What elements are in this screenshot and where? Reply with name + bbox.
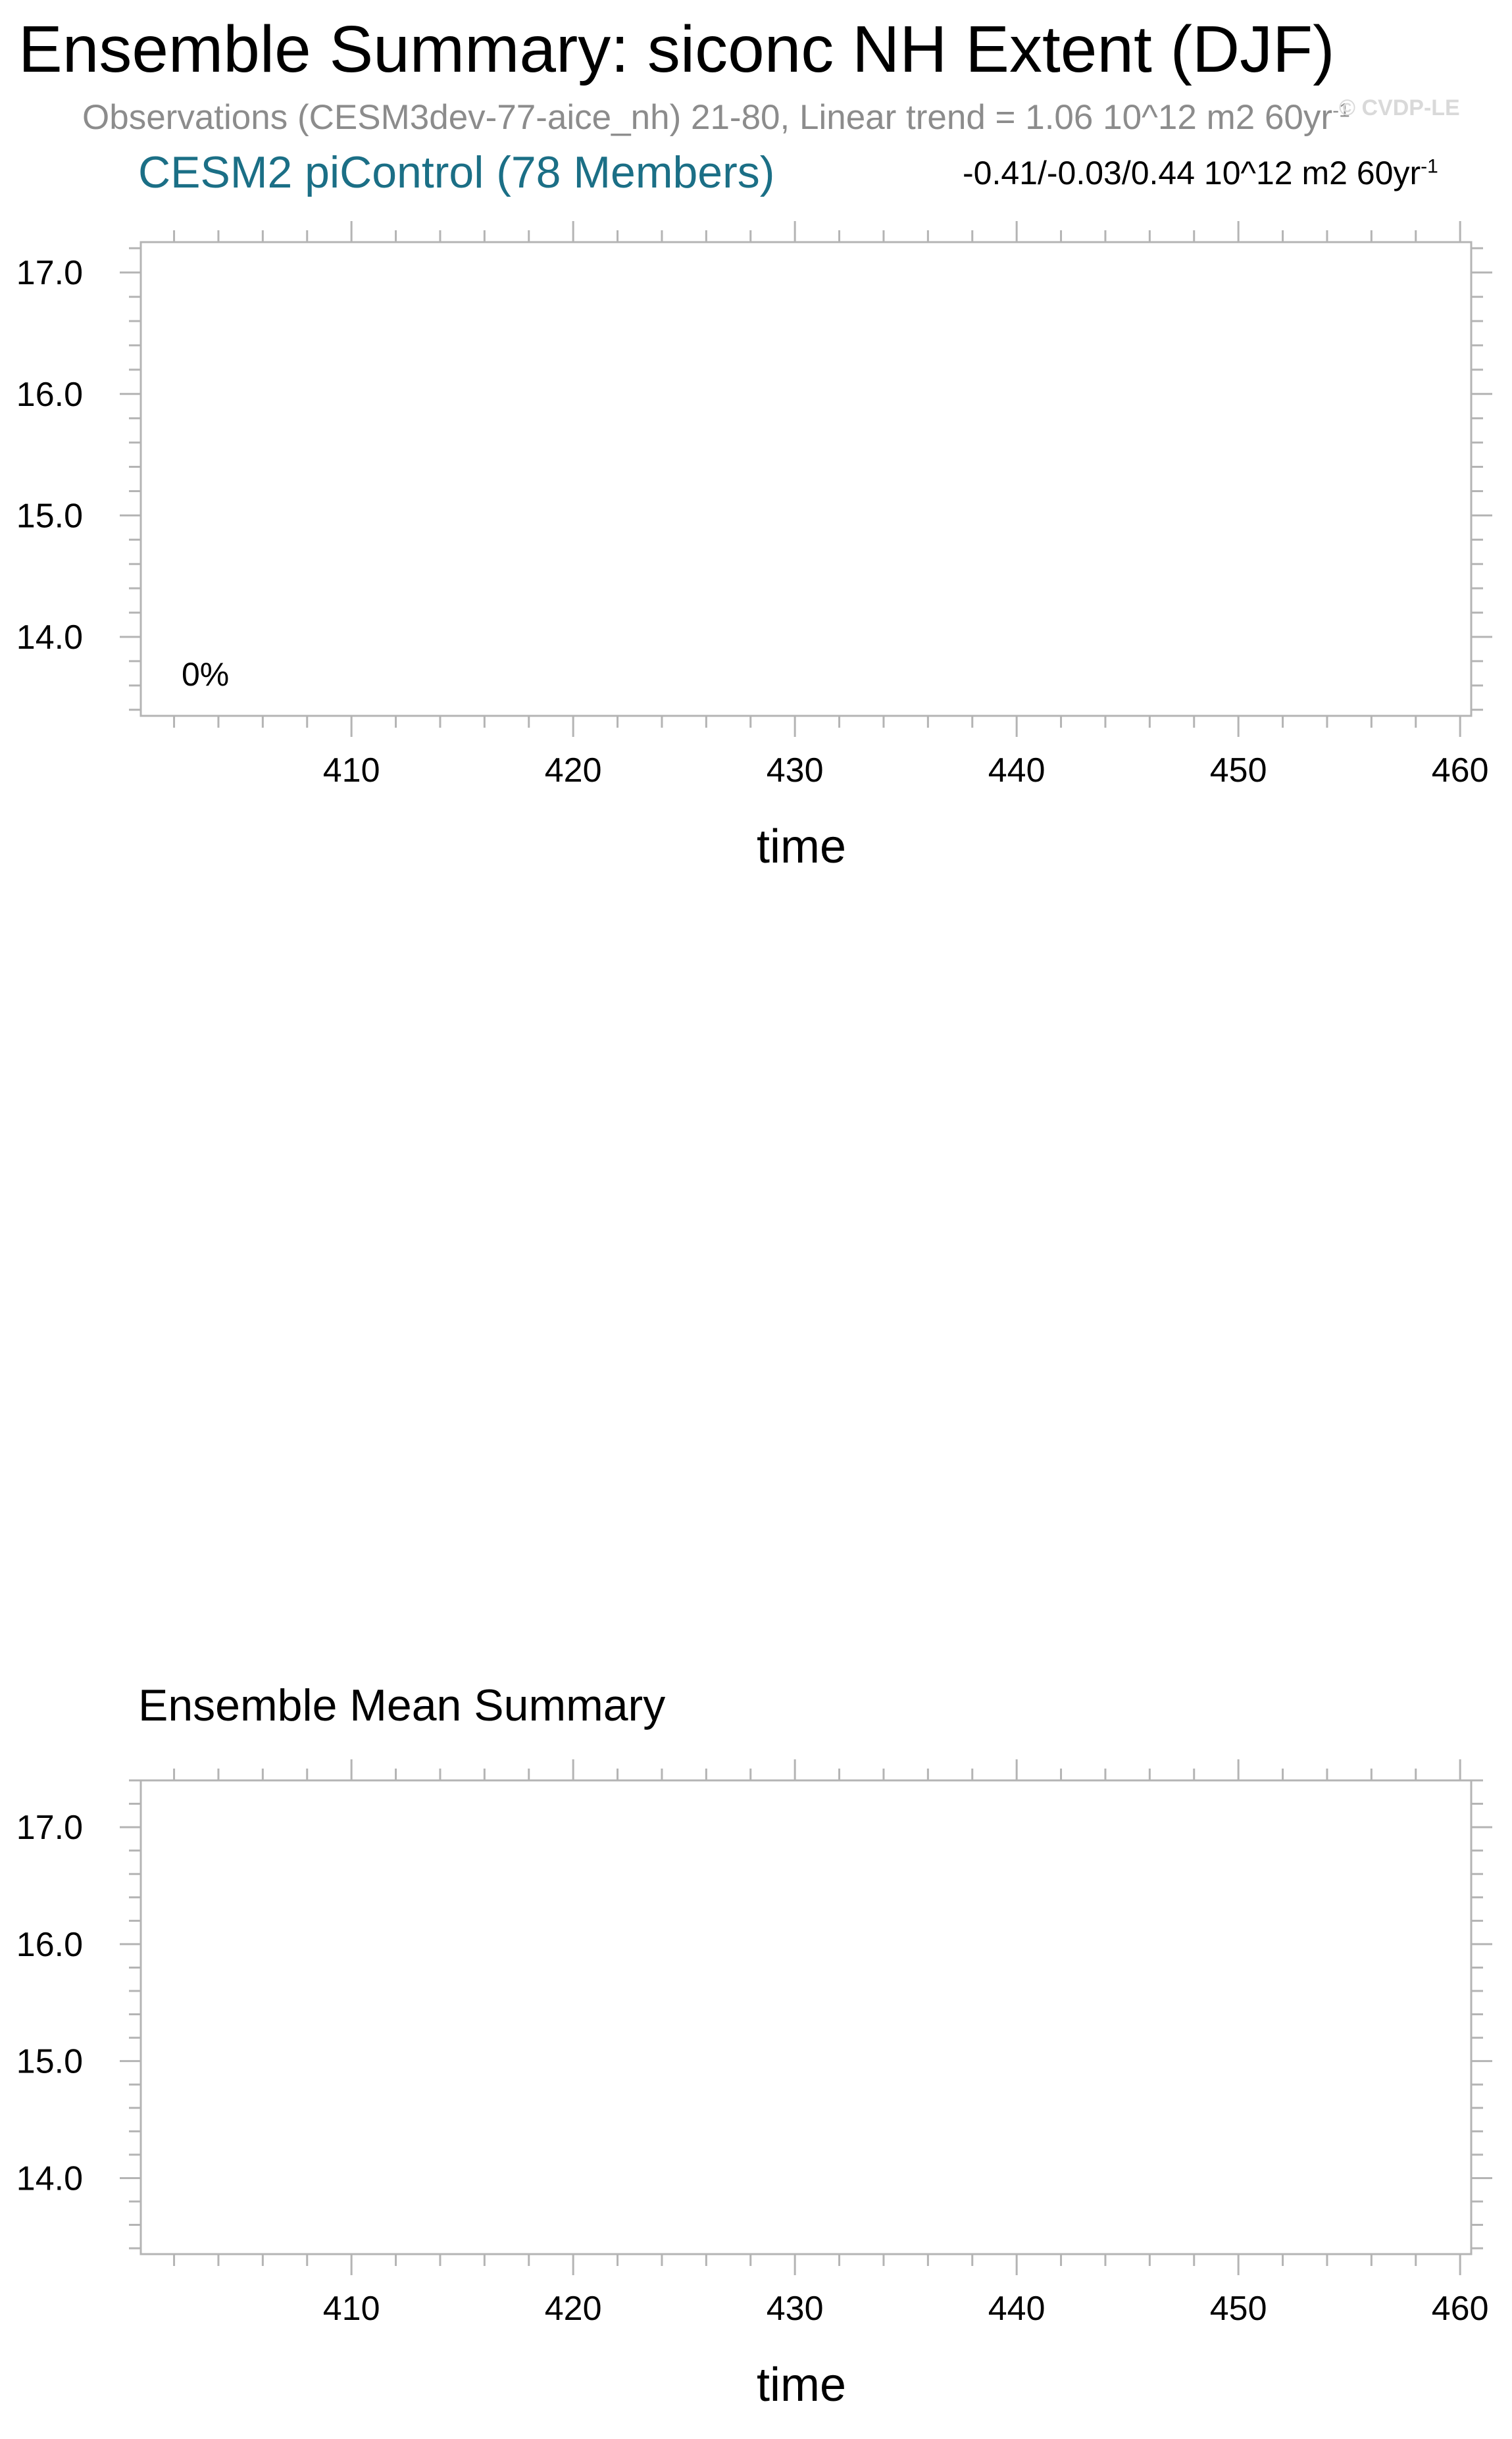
- panel2-x-tick-label-420: 420: [545, 2290, 602, 2328]
- panel2-y-tick-label-17.0: 17.0: [16, 1809, 83, 1847]
- panel2-x-tick-label-440: 440: [988, 2290, 1046, 2328]
- panel1-x-tick-label-410: 410: [323, 751, 380, 790]
- panel2-y-tick-label-15.0: 15.0: [16, 2043, 83, 2081]
- panel2-x-tick-label-430: 430: [767, 2290, 824, 2328]
- panel1-y-tick-label-14.0: 14.0: [16, 618, 83, 657]
- observations-subtitle: Observations (CESM3dev-77-aice_nh) 21-80…: [82, 98, 1350, 137]
- panel2-x-tick-label-460: 460: [1432, 2290, 1489, 2328]
- panel2-plot-frame: [139, 1779, 1473, 2255]
- panel1-trend-exponent: -1: [1421, 155, 1438, 178]
- panel1-x-tick-label-460: 460: [1432, 751, 1489, 790]
- panel1-percent-label: 0%: [182, 656, 229, 693]
- panel1-x-tick-label-420: 420: [545, 751, 602, 790]
- panel1-y-tick-label-16.0: 16.0: [16, 376, 83, 414]
- panel2-title: Ensemble Mean Summary: [138, 1680, 666, 1730]
- panel2-y-tick-label-16.0: 16.0: [16, 1926, 83, 1964]
- panel1-x-tick-label-440: 440: [988, 751, 1046, 790]
- panel1-title: CESM2 piControl (78 Members): [138, 147, 775, 197]
- panel1-x-tick-label-430: 430: [767, 751, 824, 790]
- panel1-y-tick-label-17.0: 17.0: [16, 254, 83, 292]
- panel1-plot-frame: [139, 241, 1473, 717]
- panel1-trend-text: -0.41/-0.03/0.44 10^12 m2 60yr: [963, 155, 1421, 191]
- page-title: Ensemble Summary: siconc NH Extent (DJF): [18, 13, 1335, 86]
- cvdp-watermark: © CVDP-LE: [1339, 95, 1460, 120]
- panel2-x-tick-label-450: 450: [1210, 2290, 1267, 2328]
- panel1-x-axis-label: time: [757, 820, 846, 873]
- panel1-chart: 410 420 430 440 450 460 14.0 15.0 16.0 17.0 time 0%: [16, 221, 1492, 873]
- panel2-y-tick-label-14.0: 14.0: [16, 2159, 83, 2198]
- panel2-x-axis-label: time: [757, 2359, 846, 2411]
- panel1-x-tick-label-450: 450: [1210, 751, 1267, 790]
- observations-subtitle-text: Observations (CESM3dev-77-aice_nh) 21-80…: [82, 98, 1333, 137]
- panel2-x-tick-label-410: 410: [323, 2290, 380, 2328]
- observations-subtitle-exponent: -1: [1332, 99, 1350, 122]
- panel1-y-tick-label-15.0: 15.0: [16, 497, 83, 535]
- panel1-trend-label: -0.41/-0.03/0.44 10^12 m2 60yr-1: [963, 155, 1438, 191]
